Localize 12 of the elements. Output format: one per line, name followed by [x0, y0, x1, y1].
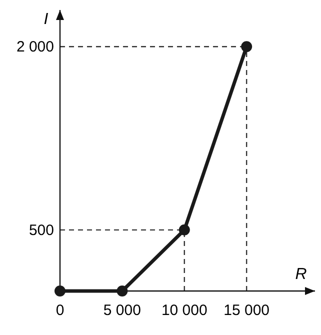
x-tick-label: 15 000: [224, 302, 270, 319]
y-tick-label: 2 000: [16, 38, 54, 56]
point: [116, 286, 128, 296]
y-tick-label: 500: [28, 222, 54, 239]
x-tick-label: 10 000: [161, 302, 208, 319]
x-tick-label: 5 000: [103, 302, 141, 319]
y-axis-title: I: [44, 11, 49, 28]
point: [54, 286, 66, 296]
point: [178, 224, 190, 236]
point: [241, 41, 252, 52]
x-tick-label: 0: [56, 302, 64, 319]
x-axis-title: R: [295, 266, 308, 283]
